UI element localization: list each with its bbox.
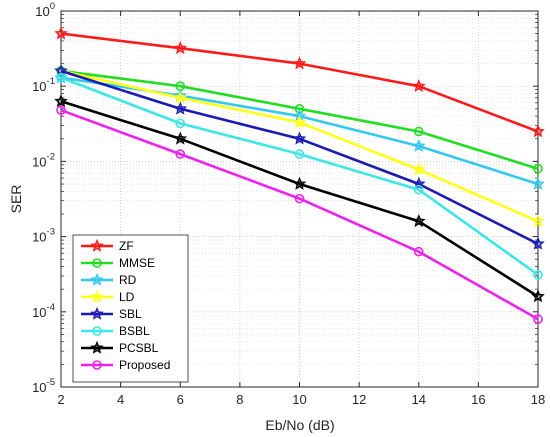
x-tick-label: 4 [117,392,124,407]
data-point-zf-center [415,83,422,90]
legend-marker-pcsbl-center [94,345,100,351]
y-tick-label: 10-2 [32,151,55,169]
series-line-zf [60,32,539,133]
data-point-ld-center [177,94,184,101]
x-tick-label: 18 [531,392,545,407]
series-zf [54,26,545,138]
data-point-pcsbl-center [58,98,64,105]
axes: 2 4 6 8 10 12 14 16 18 100 10-1 10-2 10-3 10-4 10-5 [32,1,545,407]
legend-marker-sbl-center [94,311,100,317]
legend-label-sbl: SBL [119,307,142,321]
y-tick-label: 10-5 [32,377,55,395]
data-point-mmse [294,104,305,114]
legend-marker-zf-center [94,243,100,249]
y-tick-label: 10-3 [32,227,55,245]
legend-marker-bsbl [92,326,102,336]
series-line-mmse [60,69,539,170]
x-tick-label: 16 [471,392,485,407]
x-tick-label: 12 [352,392,366,407]
series-pcsbl [54,94,545,303]
legend-label-pcsbl: PCSBL [119,341,159,355]
legend-label-bsbl: BSBL [119,324,150,338]
data-point-ld-center [415,166,422,173]
data-point-bsbl [533,270,543,280]
x-tick-label: 8 [236,392,243,407]
data-point-pcsbl-center [296,181,303,187]
y-axis-label: SER [8,185,24,214]
data-point-zf-center [177,45,184,52]
x-tick-label: 6 [177,392,184,407]
data-point-proposed [56,105,66,115]
legend-marker-ld-center [94,294,100,300]
legend-label-proposed: Proposed [119,358,170,372]
x-tick-label: 2 [57,392,64,407]
series-line-sbl [60,69,539,246]
data-point-bsbl [413,184,424,195]
legend: ZF MMSE RD LD SBL BSBL PCSBL Proposed [72,234,189,383]
data-point-pcsbl-center [415,218,422,225]
data-point-pcsbl-center [177,135,184,142]
legend-label-mmse: MMSE [119,256,155,270]
legend-label-zf: ZF [119,239,134,253]
x-tick-label: 14 [412,392,426,407]
data-point-zf-center [58,30,64,37]
series-line-bsbl [60,76,539,276]
data-point-bsbl [56,72,66,83]
series-lines [54,26,545,324]
data-point-proposed [533,314,543,324]
data-point-sbl-center [296,135,303,142]
legend-label-rd: RD [119,273,137,287]
x-axis-label: Eb/No (dB) [265,417,334,433]
data-point-mmse [413,126,424,137]
data-point-mmse [533,163,543,174]
series-line-ld [60,69,539,223]
data-point-proposed [413,246,424,257]
legend-label-ld: LD [119,290,135,304]
data-point-sbl-center [535,240,541,247]
legend-marker-mmse [92,258,102,268]
legend-box [72,234,189,383]
series-mmse [56,66,543,174]
data-point-sbl-center [177,105,184,112]
y-tick-label: 10-1 [32,76,55,94]
y-tick-label: 10-4 [32,302,55,320]
legend-marker-rd-center [94,277,100,283]
data-point-bsbl [175,118,186,129]
data-point-bsbl [294,149,305,159]
data-point-pcsbl-center [535,293,541,300]
series-bsbl [56,72,543,280]
data-point-proposed [294,193,305,204]
series-proposed [56,105,543,324]
data-point-rd-center [415,143,422,149]
data-point-ld-center [535,218,541,225]
legend-marker-proposed [92,360,102,370]
data-point-zf-center [535,128,541,135]
series-line-proposed [60,108,539,321]
y-tick-label: 100 [35,1,55,19]
x-tick-label: 10 [292,392,306,407]
data-point-proposed [175,149,186,159]
data-point-ld-center [296,119,303,126]
data-point-rd-center [535,181,541,187]
series-line-pcsbl [60,100,539,298]
data-point-zf-center [296,60,303,67]
